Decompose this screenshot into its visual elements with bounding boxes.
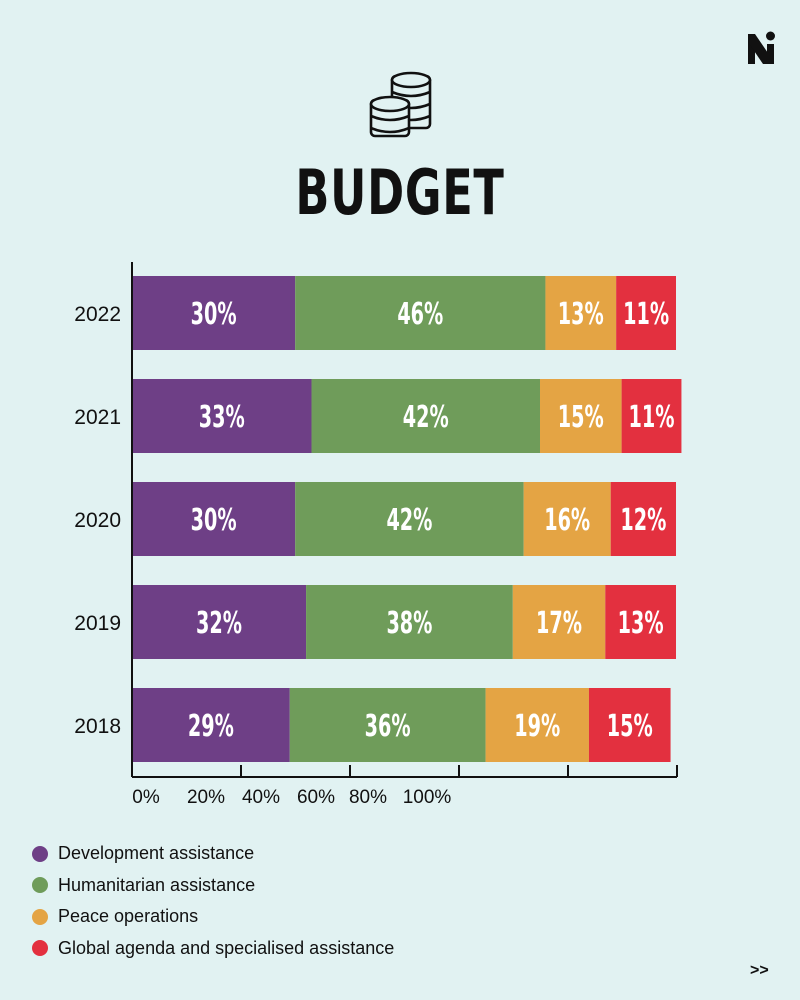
- bar-segment: [545, 276, 617, 350]
- data-label: 15%: [558, 400, 604, 435]
- data-label: 42%: [386, 503, 432, 538]
- bar-segment: [295, 482, 524, 556]
- x-tick-label: 20%: [187, 787, 225, 808]
- bar-segment: [311, 379, 540, 453]
- data-label: 11%: [623, 297, 669, 332]
- legend-item-humanitarian: Humanitarian assistance: [32, 870, 394, 902]
- x-tick-label: 100%: [403, 787, 452, 808]
- bar-segment: [610, 482, 676, 556]
- data-label: 12%: [620, 503, 666, 538]
- bar-segment: [616, 276, 676, 350]
- year-label: 2021: [74, 406, 121, 429]
- legend: Development assistance Humanitarian assi…: [32, 838, 394, 964]
- legend-item-global: Global agenda and specialised assistance: [32, 933, 394, 965]
- year-label: 2020: [74, 509, 121, 532]
- data-label: 32%: [196, 606, 242, 641]
- x-tick-label: 80%: [349, 787, 387, 808]
- bar-segment: [132, 688, 290, 762]
- year-label: 2018: [74, 715, 121, 738]
- legend-label-development: Development assistance: [58, 843, 255, 864]
- bar-segment: [132, 276, 296, 350]
- data-label: 13%: [558, 297, 604, 332]
- legend-dot-development: [32, 845, 48, 862]
- legend-label-peace: Peace operations: [58, 906, 199, 927]
- bar-segment: [295, 276, 546, 350]
- legend-item-development: Development assistance: [32, 838, 394, 870]
- legend-dot-humanitarian: [32, 877, 48, 894]
- data-label: 16%: [544, 503, 590, 538]
- data-label: 33%: [199, 400, 245, 435]
- x-tick-label: 0%: [132, 787, 160, 808]
- n-logo-icon: [748, 31, 775, 64]
- data-label: 30%: [191, 503, 237, 538]
- data-label: 11%: [629, 400, 675, 435]
- data-label: 36%: [365, 709, 411, 744]
- legend-label-humanitarian: Humanitarian assistance: [58, 874, 256, 895]
- legend-item-peace: Peace operations: [32, 901, 394, 933]
- legend-dot-global: [32, 940, 48, 957]
- coin-stack-front: [369, 95, 411, 138]
- bar-segment: [540, 379, 622, 453]
- x-tick-label: 40%: [242, 787, 280, 808]
- next-page-arrow[interactable]: >>: [750, 962, 769, 979]
- bar-segment: [512, 585, 606, 659]
- bar-segment: [306, 585, 513, 659]
- bar-segment: [588, 688, 671, 762]
- legend-label-global: Global agenda and specialised assistance: [58, 937, 395, 958]
- stacked-bar-chart: 2022 30% 46% 13% 11% 2021 33% 42% 15% 11% 2020 30% 4…: [74, 262, 682, 808]
- page-title: BUDGET: [295, 156, 505, 229]
- data-label: 15%: [607, 709, 653, 744]
- year-label: 2019: [74, 612, 121, 635]
- bar-segment: [289, 688, 486, 762]
- data-label: 13%: [618, 606, 664, 641]
- data-label: 30%: [191, 297, 237, 332]
- coins-stack-icon: [369, 71, 432, 138]
- legend-dot-peace: [32, 908, 48, 925]
- bar-segment: [132, 585, 307, 659]
- bar-segment: [523, 482, 611, 556]
- bar-segment: [132, 482, 296, 556]
- bar-segment: [485, 688, 589, 762]
- bar-segment: [132, 379, 312, 453]
- bar-segment: [605, 585, 676, 659]
- data-label: 38%: [386, 606, 432, 641]
- data-label: 19%: [514, 709, 560, 744]
- data-label: 17%: [536, 606, 582, 641]
- data-label: 29%: [188, 709, 234, 744]
- x-tick-label: 60%: [297, 787, 335, 808]
- data-label: 46%: [397, 297, 443, 332]
- data-label: 42%: [403, 400, 449, 435]
- year-label: 2022: [74, 303, 121, 326]
- bar-segment: [621, 379, 682, 453]
